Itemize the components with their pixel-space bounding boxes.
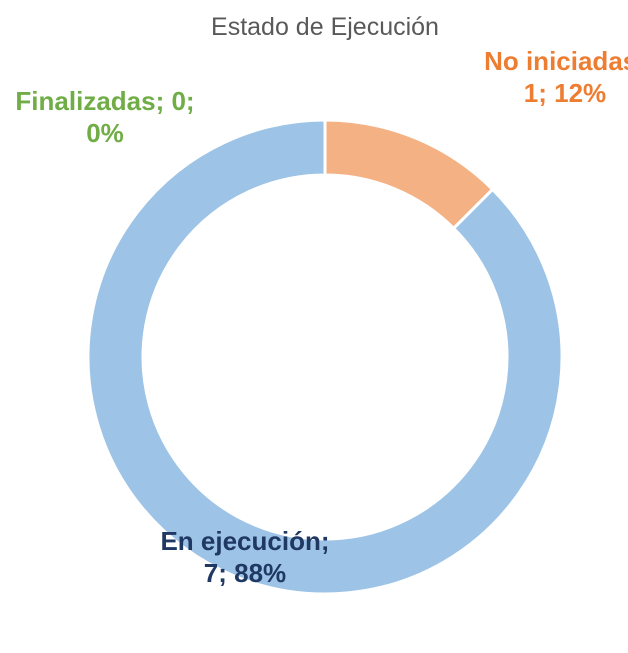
data-label: En ejecución; 7; 88% <box>160 526 330 588</box>
data-label: No iniciadas; 1; 12% <box>484 46 628 108</box>
donut-slice <box>323 118 495 231</box>
donut-slice <box>86 118 564 596</box>
chart-title: Estado de Ejecución <box>211 13 439 41</box>
data-label: Finalizadas; 0; 0% <box>15 86 195 148</box>
